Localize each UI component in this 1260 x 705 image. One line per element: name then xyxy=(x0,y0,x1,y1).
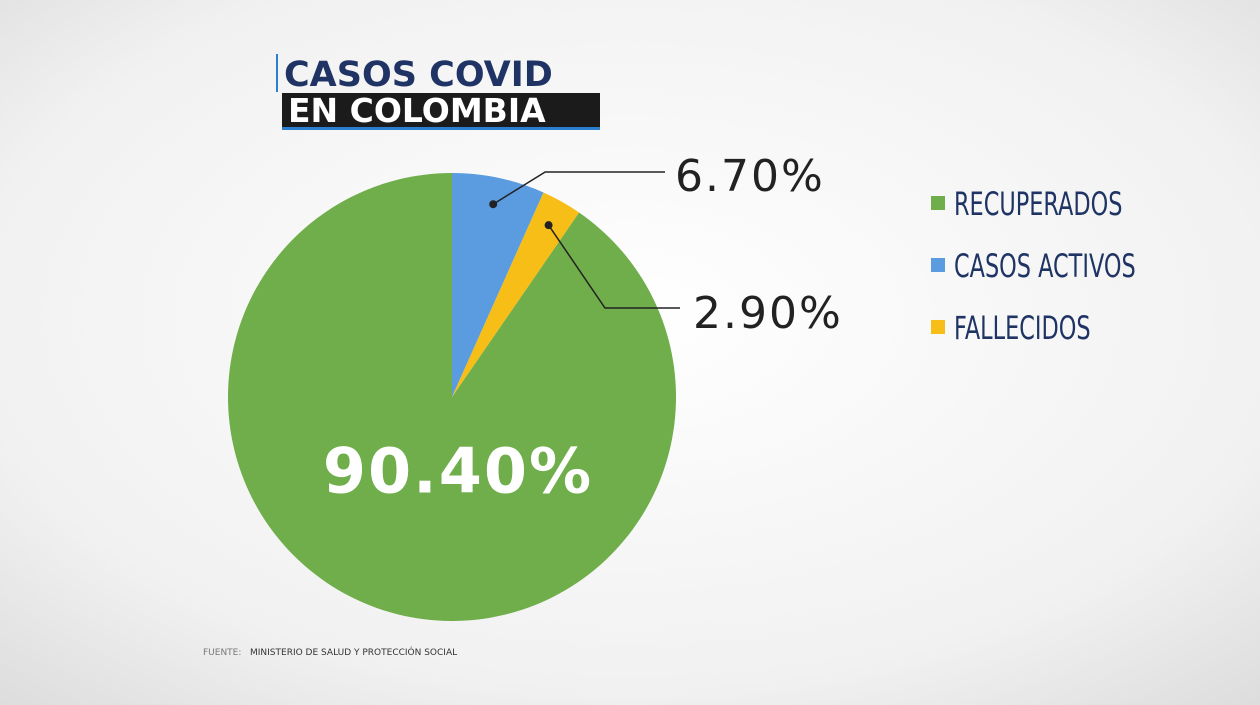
data-label: 90.40% xyxy=(323,434,593,507)
pie-slice xyxy=(227,173,676,621)
legend-label: FALLECIDOS xyxy=(954,309,1091,347)
pie-slice xyxy=(452,173,544,397)
source-label: FUENTE: xyxy=(203,648,241,658)
data-label: 6.70% xyxy=(675,151,825,202)
leader-dot xyxy=(544,221,553,230)
source: MINISTERIO DE SALUD Y PROTECCIÓN SOCIAL xyxy=(250,646,457,658)
legend-swatch xyxy=(931,196,945,210)
legend-swatch xyxy=(931,320,945,334)
leader-line xyxy=(547,224,680,309)
chart-subtitle: EN COLOMBIA xyxy=(288,91,546,130)
legend-swatch xyxy=(931,258,945,272)
subtitle-box xyxy=(282,93,600,127)
pie: 90.40% 6.70% 2.90% xyxy=(227,151,843,621)
data-label: 2.90% xyxy=(693,288,843,339)
leader-line xyxy=(492,171,665,205)
leader-dot xyxy=(489,200,498,209)
legend-label: RECUPERADOS xyxy=(954,185,1122,223)
pie-slice xyxy=(452,192,580,397)
subtitle-underline xyxy=(282,127,600,130)
legend: RECUPERADOS CASOS ACTIVOS FALLECIDOS xyxy=(931,185,1136,347)
chart-title: CASOS COVID xyxy=(284,55,553,95)
legend-label: CASOS ACTIVOS xyxy=(954,247,1136,285)
